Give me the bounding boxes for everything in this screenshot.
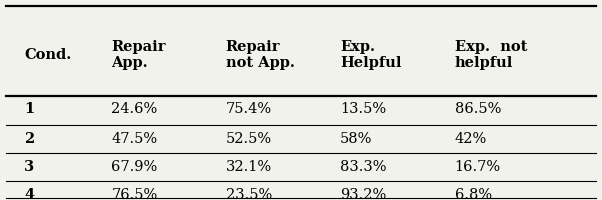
Text: 23.5%: 23.5%	[226, 188, 272, 200]
Text: 52.5%: 52.5%	[226, 132, 272, 146]
Text: 86.5%: 86.5%	[455, 102, 501, 116]
Text: Exp.  not
helpful: Exp. not helpful	[455, 40, 527, 70]
Text: Repair
not App.: Repair not App.	[226, 40, 294, 70]
Text: 58%: 58%	[340, 132, 373, 146]
Text: 24.6%: 24.6%	[111, 102, 158, 116]
Text: 42%: 42%	[455, 132, 487, 146]
Text: Repair
App.: Repair App.	[111, 40, 166, 70]
Text: 76.5%: 76.5%	[111, 188, 158, 200]
Text: 6.8%: 6.8%	[455, 188, 492, 200]
Text: 13.5%: 13.5%	[340, 102, 386, 116]
Text: 47.5%: 47.5%	[111, 132, 158, 146]
Text: 75.4%: 75.4%	[226, 102, 272, 116]
Text: 2: 2	[24, 132, 34, 146]
Text: 83.3%: 83.3%	[340, 160, 386, 174]
Text: 1: 1	[24, 102, 34, 116]
Text: 4: 4	[24, 188, 34, 200]
Text: 93.2%: 93.2%	[340, 188, 386, 200]
Text: Cond.: Cond.	[24, 48, 71, 62]
Text: 3: 3	[24, 160, 34, 174]
Text: 16.7%: 16.7%	[455, 160, 501, 174]
Text: 67.9%: 67.9%	[111, 160, 158, 174]
Text: Exp.
Helpful: Exp. Helpful	[340, 40, 402, 70]
Text: 32.1%: 32.1%	[226, 160, 272, 174]
